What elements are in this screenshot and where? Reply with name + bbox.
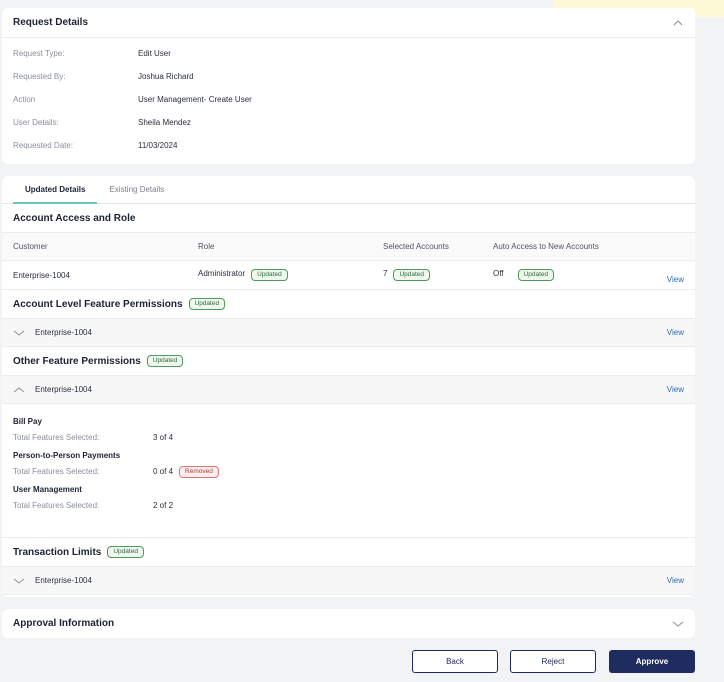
feature-group-line: Total Features Selected: 3 of 4 <box>13 429 684 446</box>
customer-cell: Enterprise-1004 <box>13 270 70 280</box>
chevron-down-icon[interactable] <box>13 327 25 339</box>
request-details-header[interactable]: Request Details <box>2 8 695 38</box>
column-header-auto-access: Auto Access to New Accounts <box>493 242 599 251</box>
feature-group-name: Person-to-Person Payments <box>13 451 121 460</box>
detail-label: User Details: <box>13 118 59 127</box>
detail-row-request-type: Request Type: Edit User <box>2 42 695 65</box>
feature-value: 3 of 4 <box>153 433 174 442</box>
view-link[interactable]: View <box>666 385 684 394</box>
details-tabs: Updated Details Existing Details <box>2 176 695 204</box>
updated-badge: Updated <box>393 269 431 281</box>
chevron-up-icon[interactable] <box>672 17 684 29</box>
account-level-title: Account Level Feature Permissions Updated <box>2 290 695 319</box>
chevron-down-icon[interactable] <box>672 618 684 630</box>
feature-label: Total Features Selected: <box>13 467 100 476</box>
detail-value: Edit User <box>138 49 171 58</box>
detail-value: Sheila Mendez <box>138 118 191 127</box>
accordion-item-label: Enterprise-1004 <box>35 385 92 394</box>
role-value: Administrator <box>198 269 246 278</box>
column-header-selected-accounts: Selected Accounts <box>383 242 449 251</box>
updated-badge: Updated <box>517 269 555 281</box>
approval-card: Approval Information <box>2 609 695 638</box>
detail-row-requested-date: Requested Date: 11/03/2024 <box>2 134 695 157</box>
detail-label: Request Type: <box>13 49 65 58</box>
detail-row-user-details: User Details: Sheila Mendez <box>2 111 695 134</box>
approval-title: Approval Information <box>13 618 115 629</box>
role-cell: Administrator Updated <box>198 269 383 281</box>
detail-value: Joshua Richard <box>138 72 194 81</box>
chevron-up-icon[interactable] <box>13 384 25 396</box>
detail-row-action: Action User Management- Create User <box>2 88 695 111</box>
section-heading: Transaction Limits <box>13 546 102 558</box>
updated-badge: Updated <box>146 355 184 367</box>
table-row: Enterprise-1004 Administrator Updated 7 Up… <box>2 261 695 290</box>
view-link[interactable]: View <box>666 328 684 337</box>
view-link[interactable]: View <box>666 275 684 284</box>
request-details-title: Request Details <box>13 17 89 28</box>
account-access-title: Account Access and Role <box>2 204 695 233</box>
detail-label: Requested By: <box>13 72 66 81</box>
detail-label: Requested Date: <box>13 141 74 150</box>
accordion-item-label: Enterprise-1004 <box>35 576 92 585</box>
selected-accounts-cell: 7 Updated <box>383 269 493 281</box>
auto-access-value: Off <box>493 269 504 278</box>
updated-badge: Updated <box>251 269 288 281</box>
account-level-accordion-row[interactable]: Enterprise-1004 View <box>2 319 695 347</box>
section-heading: Account Level Feature Permissions <box>13 298 183 310</box>
column-header-customer: Customer <box>13 242 48 251</box>
section-heading: Other Feature Permissions <box>13 355 141 367</box>
back-button[interactable]: Back <box>412 650 498 673</box>
approval-header[interactable]: Approval Information <box>2 609 695 638</box>
reject-button[interactable]: Reject <box>510 650 596 673</box>
updated-badge: Updated <box>107 546 144 558</box>
auto-access-cell: Off Updated <box>493 269 663 281</box>
detail-value: User Management- Create User <box>138 95 252 104</box>
detail-label: Action <box>13 95 36 104</box>
feature-value: 2 of 2 <box>153 501 174 510</box>
feature-group-name: User Management <box>13 485 82 494</box>
tab-updated-details[interactable]: Updated Details <box>13 185 98 204</box>
feature-label: Total Features Selected: <box>13 433 100 442</box>
feature-value: 0 of 4 <box>153 467 174 476</box>
accordion-item-label: Enterprise-1004 <box>35 328 92 337</box>
updated-badge: Updated <box>188 298 226 310</box>
feature-group-line: Total Features Selected: 0 of 4 Removed <box>13 463 684 480</box>
feature-group-line: Total Features Selected: 2 of 2 <box>13 497 684 514</box>
approve-button[interactable]: Approve <box>609 650 695 673</box>
column-header-role: Role <box>198 242 215 251</box>
other-features-accordion-row[interactable]: Enterprise-1004 View <box>2 376 695 404</box>
details-card: Updated Details Existing Details Account… <box>2 176 695 597</box>
account-access-table-header: Customer Role Selected Accounts Auto Acc… <box>2 233 695 261</box>
feature-label: Total Features Selected: <box>13 501 100 510</box>
selected-accounts-value: 7 <box>383 269 388 278</box>
other-features-title: Other Feature Permissions Updated <box>2 347 695 376</box>
removed-badge: Removed <box>179 465 219 478</box>
transaction-limits-accordion-row[interactable]: Enterprise-1004 View <box>2 567 695 595</box>
transaction-limits-title: Transaction Limits Updated <box>2 538 695 567</box>
tab-existing-details[interactable]: Existing Details <box>109 185 165 194</box>
feature-group-name: Bill Pay <box>13 417 42 426</box>
detail-value: 11/03/2024 <box>138 141 178 150</box>
view-link[interactable]: View <box>666 576 684 585</box>
request-details-card: Request Details Request Type: Edit User R… <box>2 8 695 164</box>
feature-groups: Bill Pay Total Features Selected: 3 of 4 … <box>2 404 695 538</box>
detail-row-requested-by: Requested By: Joshua Richard <box>2 65 695 88</box>
chevron-down-icon[interactable] <box>13 575 25 587</box>
section-heading: Account Access and Role <box>13 212 136 224</box>
